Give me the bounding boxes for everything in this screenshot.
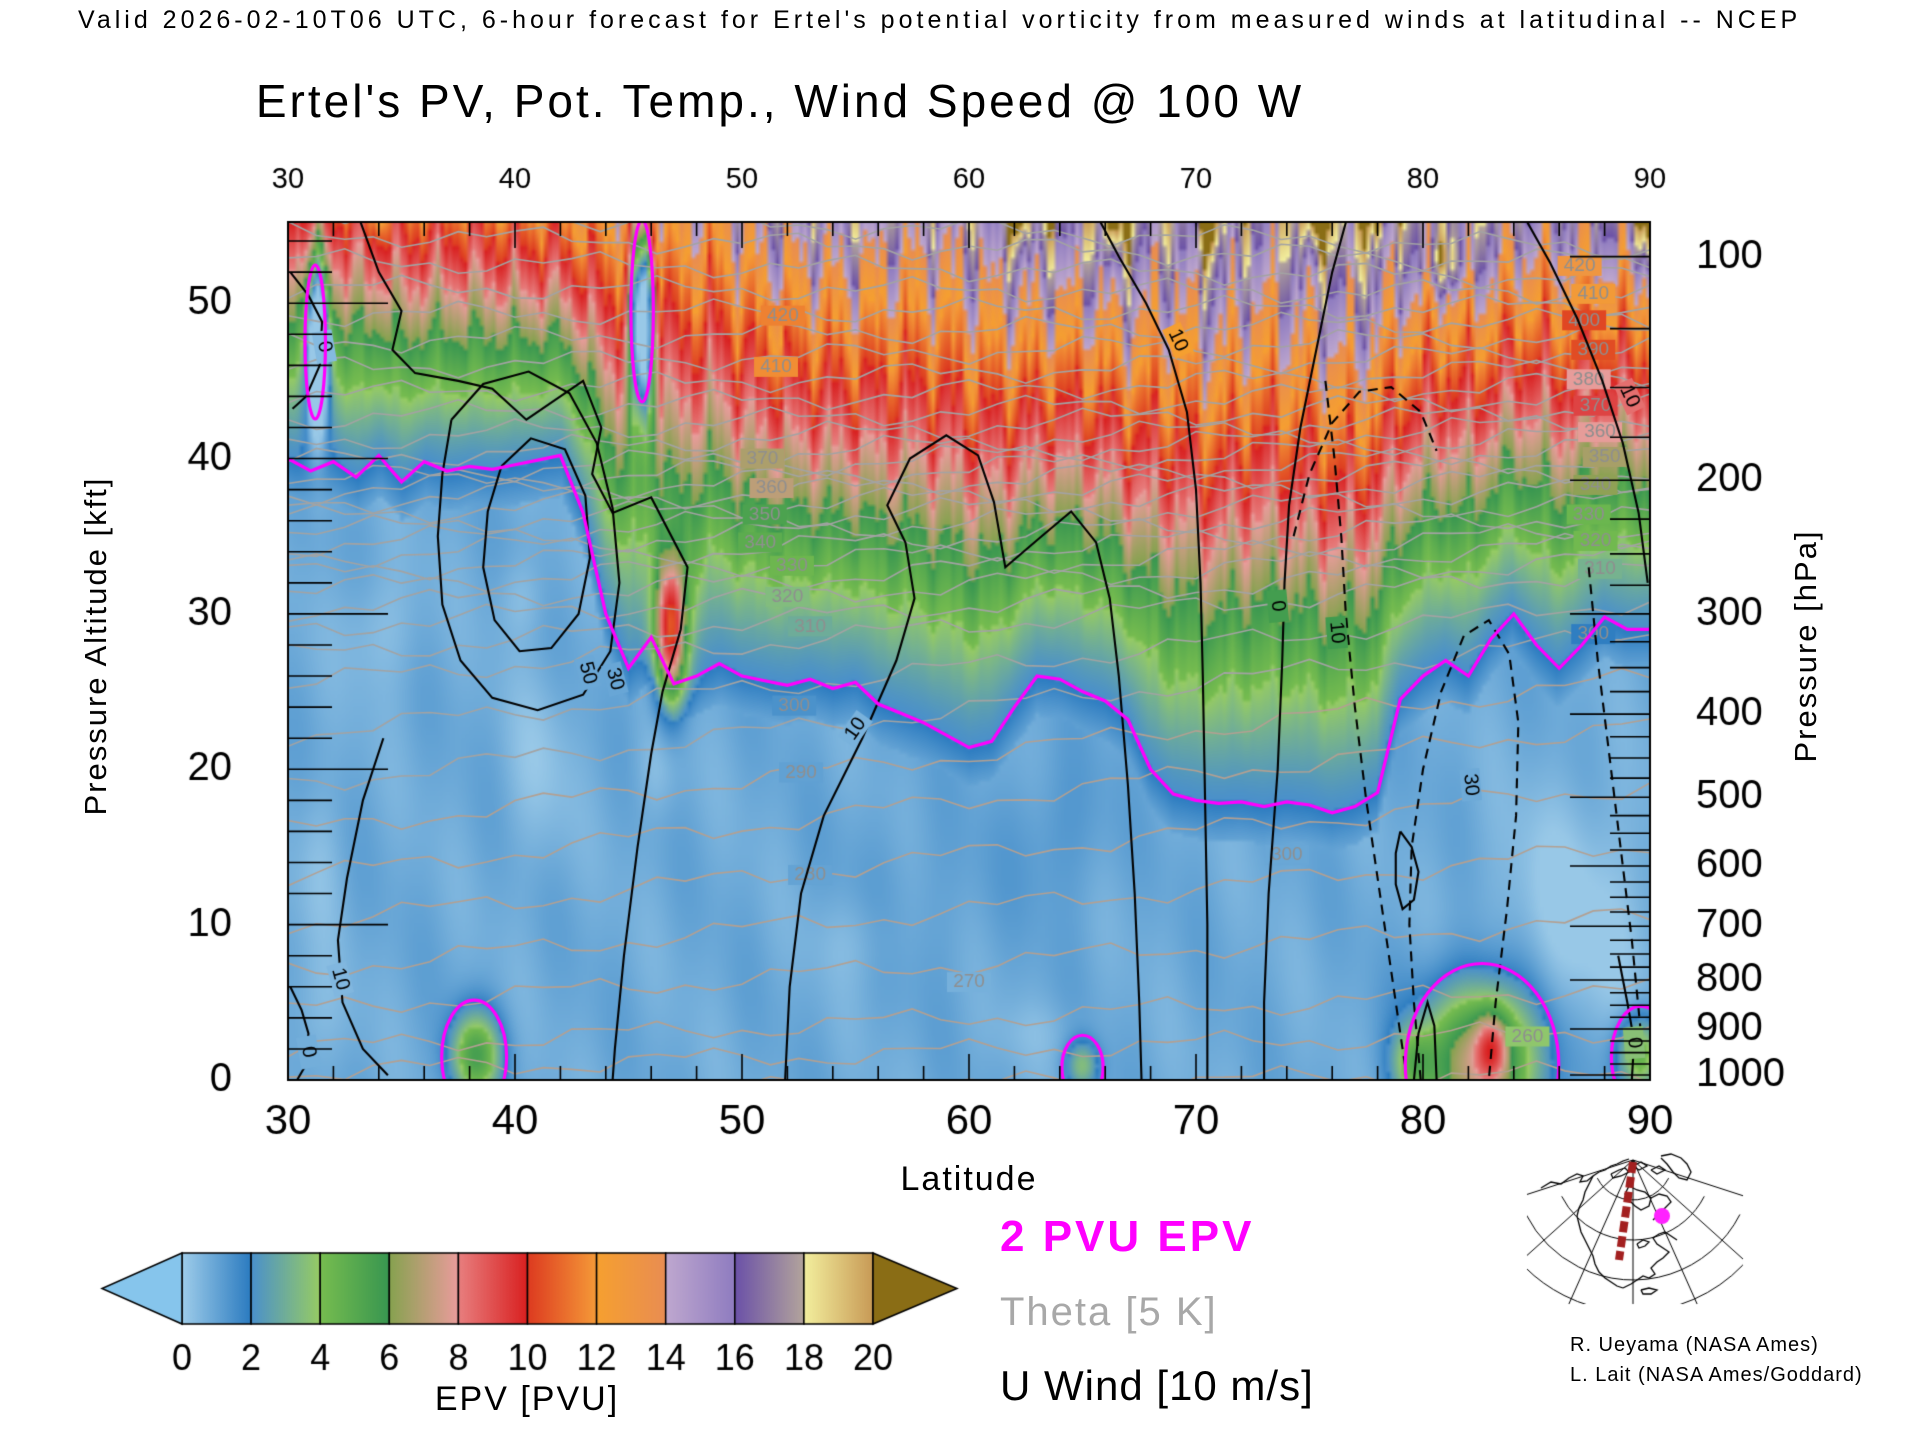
credit-line-1: R. Ueyama (NASA Ames) [1570, 1334, 1819, 1356]
chart-title: Ertel's PV, Pot. Temp., Wind Speed @ 100… [255, 75, 1305, 127]
credit-line-2: L. Lait (NASA Ames/Goddard) [1570, 1364, 1863, 1386]
legend-u-wind: U Wind [10 m/s] [1000, 1362, 1314, 1409]
colorbar-title: EPV [PVU] [434, 1380, 620, 1418]
validity-header: Valid 2026-02-10T06 UTC, 6-hour forecast… [78, 6, 1802, 34]
x-axis-title: Latitude [900, 1160, 1038, 1198]
y-axis-title-left: Pressure Altitude [kft] [78, 476, 113, 816]
legend-2pvu-epv: 2 PVU EPV [1000, 1212, 1255, 1261]
y-axis-title-right: Pressure [hPa] [1788, 529, 1823, 763]
location-map-inset [1528, 1144, 1738, 1302]
legend-theta: Theta [5 K] [1000, 1290, 1218, 1334]
